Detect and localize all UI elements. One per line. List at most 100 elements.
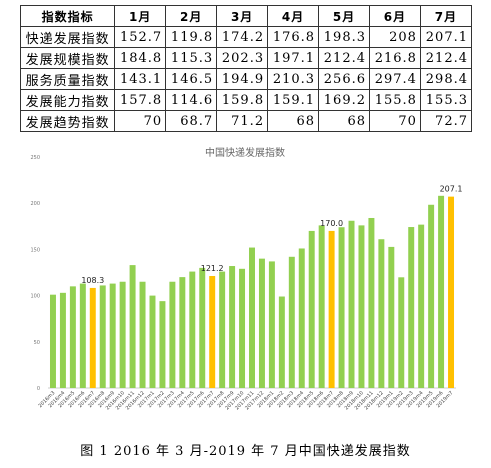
- y-tick-label: 150: [30, 247, 40, 253]
- chart-title: 中国快递发展指数: [205, 146, 285, 159]
- table-row: 快递发展指数 152.7 119.8 174.2 176.8 198.3 208 207.1: [19, 26, 473, 48]
- table-cell: 快递发展指数: [19, 26, 116, 48]
- bar: [209, 276, 216, 388]
- y-tick-label: 200: [30, 201, 40, 207]
- table-cell: 202.3: [216, 47, 269, 69]
- table-cell: 68.7: [165, 110, 218, 132]
- table-cell: 169.2: [318, 89, 370, 111]
- bar: [278, 296, 285, 388]
- bar: [328, 230, 335, 388]
- bar: [139, 281, 146, 388]
- table-cell: 发展趋势指数: [19, 110, 116, 132]
- header-cell: 4月: [267, 5, 320, 27]
- bar: [99, 285, 106, 388]
- table-cell: 176.8: [267, 26, 320, 48]
- bar: [49, 294, 56, 388]
- bar: [159, 301, 166, 388]
- table-cell: 72.7: [419, 110, 473, 132]
- bar: [298, 248, 305, 388]
- y-tick-label: 0: [37, 386, 40, 392]
- table-cell: 212.4: [419, 47, 473, 69]
- data-label: 121.2: [201, 264, 224, 273]
- table-cell: 155.8: [369, 89, 421, 111]
- table-cell: 68: [267, 110, 320, 132]
- table-cell: 发展能力指数: [19, 89, 116, 111]
- bar: [378, 239, 385, 388]
- bar: [79, 283, 86, 388]
- bar: [448, 196, 455, 388]
- header-cell: 7月: [419, 5, 473, 27]
- table-cell: 68: [318, 110, 370, 132]
- bar: [129, 265, 136, 388]
- data-label: 108.3: [81, 276, 104, 285]
- caption: 图 1 2016 年 3 月-2019 年 7 月中国快递发展指数: [80, 444, 411, 459]
- bar: [268, 261, 275, 388]
- table-cell: 70: [369, 110, 421, 132]
- bar: [229, 266, 236, 388]
- table-cell: 119.8: [165, 26, 218, 48]
- bar: [219, 271, 226, 388]
- table-cell: 184.8: [114, 47, 167, 69]
- bar: [288, 256, 295, 388]
- bar: [348, 220, 355, 388]
- header-cell: 6月: [369, 5, 421, 27]
- table-cell: 256.6: [318, 68, 370, 90]
- bar: [149, 295, 156, 388]
- table-cell: 服务质量指数: [19, 68, 116, 90]
- table-cell: 297.4: [369, 68, 421, 90]
- bar: [169, 281, 176, 388]
- bar: [189, 271, 196, 388]
- table-cell: 159.8: [216, 89, 269, 111]
- bar: [418, 224, 425, 388]
- bar: [338, 227, 345, 388]
- table-cell: 197.1: [267, 47, 320, 69]
- y-tick-label: 50: [34, 340, 40, 346]
- header-cell: 指数指标: [19, 5, 116, 27]
- table-cell: 198.3: [318, 26, 370, 48]
- bar: [308, 230, 315, 388]
- table-cell: 210.3: [267, 68, 320, 90]
- table-cell: 207.1: [419, 26, 473, 48]
- table-row: 发展能力指数 157.8 114.6 159.8 159.1 169.2 155.8 155.…: [19, 89, 473, 111]
- table-row: 发展趋势指数 70 68.7 71.2 68 68 70 72.7: [19, 110, 473, 132]
- table-row: 发展规模指数 184.8 115.3 202.3 197.1 212.4 216.8 212.…: [19, 47, 473, 69]
- bar: [249, 247, 255, 388]
- bar: [89, 287, 96, 388]
- bar: [318, 225, 325, 388]
- bar: [258, 258, 265, 388]
- header-cell: 3月: [216, 5, 269, 27]
- bar: [239, 268, 246, 388]
- table-cell: 71.2: [216, 110, 269, 132]
- y-tick-label: 100: [30, 294, 40, 300]
- bar: [438, 195, 445, 388]
- bar: [358, 225, 365, 388]
- table-cell: 159.1: [267, 89, 320, 111]
- table-cell: 194.9: [216, 68, 269, 90]
- bar: [428, 204, 435, 388]
- bar: [109, 283, 116, 388]
- bar: [368, 217, 375, 388]
- table-cell: 174.2: [216, 26, 269, 48]
- bar: [69, 286, 76, 388]
- bar: [408, 227, 415, 388]
- bar: [199, 267, 206, 388]
- header-cell: 5月: [318, 5, 370, 27]
- header-row: 指数指标 1月 2月 3月 4月 5月 6月 7月: [19, 5, 473, 27]
- table-cell: 发展规模指数: [19, 47, 116, 69]
- data-label: 207.1: [440, 185, 463, 194]
- header-cell: 2月: [165, 5, 218, 27]
- table-cell: 70: [114, 110, 167, 132]
- table-cell: 115.3: [165, 47, 218, 69]
- table-cell: 155.3: [419, 89, 473, 111]
- data-label: 170.0: [320, 219, 343, 228]
- table-row: 服务质量指数 143.1 146.5 194.9 210.3 256.6 297.4 298.…: [19, 68, 473, 90]
- table-cell: 298.4: [419, 68, 473, 90]
- bar: [119, 281, 126, 388]
- table-cell: 143.1: [114, 68, 167, 90]
- chart: 中国快递发展指数 0501001502002502016m32016m42016…: [30, 146, 463, 411]
- table-cell: 208: [369, 26, 421, 48]
- table-cell: 152.7: [114, 26, 167, 48]
- bar: [179, 277, 186, 388]
- table-cell: 114.6: [165, 89, 218, 111]
